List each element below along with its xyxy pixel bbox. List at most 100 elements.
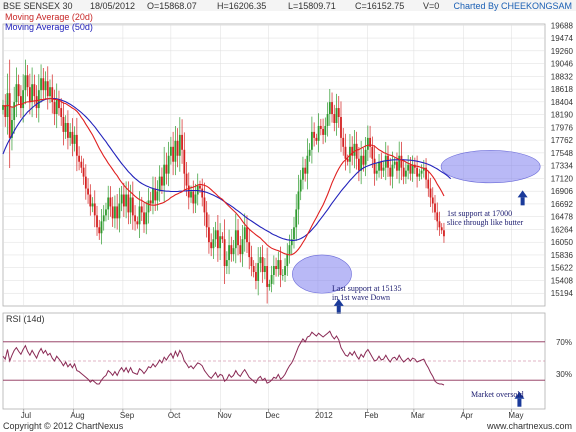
candle-body xyxy=(100,221,103,234)
candle-body xyxy=(237,230,239,246)
header-bar xyxy=(0,0,576,11)
candle xyxy=(418,168,421,182)
candle xyxy=(178,117,181,172)
price-tick-label: 17762 xyxy=(551,136,574,145)
candle-body xyxy=(436,212,439,222)
candle-body xyxy=(212,239,215,249)
candle xyxy=(118,187,121,233)
arrow-shaft xyxy=(517,398,522,407)
candle-body xyxy=(89,194,92,207)
candle xyxy=(411,155,414,182)
candle xyxy=(440,223,443,235)
candle xyxy=(161,167,163,194)
candle-body xyxy=(366,137,369,150)
candle-body xyxy=(11,119,13,138)
candle xyxy=(351,136,354,166)
candle-body xyxy=(60,108,63,118)
candle xyxy=(315,133,318,145)
ma50-series-line xyxy=(2,97,452,241)
candle-body xyxy=(234,230,237,249)
candle-body xyxy=(425,167,427,180)
candle-body xyxy=(109,197,112,207)
candle-body xyxy=(304,167,307,174)
candle-body xyxy=(98,227,101,234)
price-axis: 19688 19474 19260 19046 18832 18618 18404 18190… xyxy=(551,21,574,298)
candle-body xyxy=(138,206,141,225)
candle xyxy=(134,205,136,231)
candle xyxy=(420,164,423,180)
candle-body xyxy=(208,227,210,243)
candle-body xyxy=(114,206,116,219)
candle-body xyxy=(147,200,150,213)
candle-body xyxy=(75,134,78,156)
rsi-marker-layer xyxy=(514,391,525,407)
candle xyxy=(35,85,38,118)
candle xyxy=(257,247,260,296)
candle xyxy=(216,215,219,262)
candle-body xyxy=(250,257,253,267)
candle xyxy=(261,245,264,283)
candle-body xyxy=(400,155,403,168)
instrument-title: BSE SENSEX 30 xyxy=(3,1,73,11)
candle xyxy=(378,153,380,178)
candle xyxy=(219,223,222,260)
candle-body xyxy=(176,140,179,156)
candle xyxy=(93,190,96,228)
candle xyxy=(174,125,177,176)
quote-date: 18/05/2012 xyxy=(90,1,135,11)
candle-body xyxy=(286,254,289,267)
candle xyxy=(398,141,401,184)
candle xyxy=(310,116,313,164)
candle-body xyxy=(201,188,204,198)
candle-body xyxy=(214,230,217,240)
candle xyxy=(308,143,311,162)
candle xyxy=(208,214,210,254)
candle xyxy=(158,165,161,202)
candle-body xyxy=(199,185,201,189)
candle xyxy=(96,205,98,236)
candle-body xyxy=(17,84,20,97)
candle-body xyxy=(369,137,371,147)
price-tick-label: 15836 xyxy=(551,251,574,260)
candle xyxy=(120,186,123,212)
price-tick-label: 17120 xyxy=(551,174,574,183)
ma20-series-line xyxy=(2,97,445,256)
candle-body xyxy=(252,266,255,273)
support-arrow xyxy=(517,190,528,206)
quote-high: H=16206.35 xyxy=(217,1,266,11)
candle-body xyxy=(411,164,414,174)
candle-body xyxy=(165,164,168,174)
time-tick-label: Oct xyxy=(168,411,181,420)
candle-body xyxy=(46,81,49,97)
candle-body xyxy=(87,188,89,195)
candle xyxy=(89,184,92,216)
candle-body xyxy=(67,122,69,138)
rsi-axis: 70% 30% xyxy=(556,338,572,379)
candle xyxy=(28,73,31,115)
candle-body xyxy=(335,108,338,123)
price-tick-label: 16478 xyxy=(551,213,574,222)
price-tick-label: 17334 xyxy=(551,162,574,171)
candle-body xyxy=(344,146,347,159)
candle xyxy=(409,156,412,181)
candle-body xyxy=(107,197,110,210)
candle-body xyxy=(405,170,407,177)
price-tick-label: 19688 xyxy=(551,21,574,30)
candle-body xyxy=(396,161,398,171)
annotation-last-support-line2: in 1st wave Down xyxy=(332,293,390,302)
candle-body xyxy=(140,206,143,213)
candle xyxy=(246,215,248,254)
annotation-first-support-line1: 1st support at 17000 xyxy=(447,209,512,218)
candle xyxy=(304,158,307,182)
candle xyxy=(201,178,204,207)
candle-body xyxy=(210,242,213,249)
price-tick-label: 16692 xyxy=(551,200,574,209)
candle-body xyxy=(438,221,441,228)
candle-body xyxy=(360,155,363,171)
candle xyxy=(60,98,63,126)
candle-body xyxy=(364,149,367,165)
marker-layer xyxy=(333,190,528,314)
rsi-panel-label: RSI (14d) xyxy=(6,314,45,324)
candle-body xyxy=(169,146,172,156)
oversold-arrow xyxy=(514,391,525,407)
